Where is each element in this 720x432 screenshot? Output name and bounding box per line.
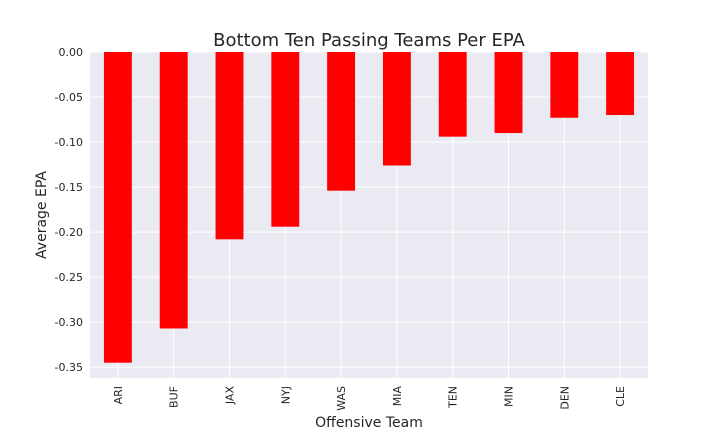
- bar-ten: [438, 52, 467, 137]
- y-tick-label: -0.20: [55, 226, 83, 239]
- bar-mia: [382, 52, 411, 166]
- bar-min: [494, 52, 523, 134]
- bar-nyj: [271, 52, 300, 227]
- x-tick-label: MIA: [391, 386, 404, 407]
- y-tick-labels: 0.00 -0.05 -0.10 -0.15 -0.20 -0.25 -0.30 -0.35: [55, 46, 83, 374]
- y-tick-label: -0.25: [55, 271, 83, 284]
- y-tick-label: -0.35: [55, 361, 83, 374]
- bar-ari: [103, 52, 132, 363]
- bar-den: [550, 52, 579, 118]
- y-axis-label: Average EPA: [34, 171, 50, 259]
- x-tick-label: BUF: [168, 386, 181, 408]
- y-tick-label: -0.10: [55, 136, 83, 149]
- bar-was: [327, 52, 356, 191]
- x-tick-label: WAS: [335, 386, 348, 411]
- x-tick-label: ARI: [112, 386, 125, 404]
- x-tick-label: NYJ: [279, 386, 292, 404]
- y-tick-label: -0.30: [55, 316, 83, 329]
- chart-title: Bottom Ten Passing Teams Per EPA: [213, 30, 525, 51]
- x-tick-label: MIN: [503, 386, 516, 407]
- x-tick-label: TEN: [447, 386, 460, 409]
- y-tick-label: 0.00: [59, 46, 84, 59]
- x-tick-label: DEN: [558, 386, 571, 410]
- x-tick-label: CLE: [614, 386, 627, 407]
- y-tick-label: -0.15: [55, 181, 83, 194]
- x-axis-label: Offensive Team: [315, 415, 423, 431]
- x-tick-labels: ARI BUF JAX NYJ WAS MIA TEN MIN DEN CLE: [112, 386, 627, 411]
- bar-cle: [606, 52, 635, 116]
- bars: [103, 52, 635, 363]
- bar-buf: [159, 52, 188, 329]
- bar-jax: [215, 52, 244, 240]
- x-tick-label: JAX: [224, 386, 237, 406]
- y-tick-label: -0.05: [55, 91, 83, 104]
